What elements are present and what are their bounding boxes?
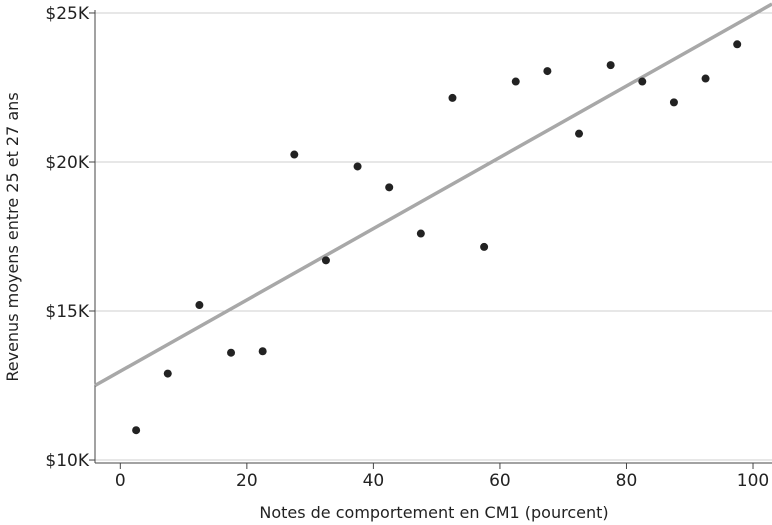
data-point bbox=[448, 94, 456, 102]
y-tick-label: $15K bbox=[45, 302, 89, 322]
x-axis-title: Notes de comportement en CM1 (pourcent) bbox=[259, 503, 608, 522]
x-tick-label: 40 bbox=[363, 471, 385, 491]
x-tick-label: 20 bbox=[236, 471, 258, 491]
x-tick-label: 100 bbox=[737, 471, 769, 491]
data-point bbox=[290, 151, 298, 159]
data-point bbox=[132, 426, 140, 434]
x-tick-label: 80 bbox=[616, 471, 638, 491]
data-point bbox=[670, 98, 678, 106]
data-point bbox=[259, 347, 267, 355]
data-point bbox=[322, 256, 330, 264]
data-point bbox=[417, 230, 425, 238]
x-tick-label: 0 bbox=[115, 471, 126, 491]
y-tick-label: $10K bbox=[45, 451, 89, 471]
x-axis-ticks: 0 20 40 60 80 100 bbox=[115, 463, 769, 491]
data-points bbox=[132, 40, 741, 434]
data-point bbox=[354, 162, 362, 170]
data-point bbox=[480, 243, 488, 251]
data-point bbox=[607, 61, 615, 69]
y-tick-label: $25K bbox=[45, 4, 89, 24]
y-axis-title: Revenus moyens entre 25 et 27 ans bbox=[3, 92, 22, 381]
data-point bbox=[702, 75, 710, 83]
data-point bbox=[385, 183, 393, 191]
data-point bbox=[638, 78, 646, 86]
fit-line bbox=[95, 4, 772, 385]
data-point bbox=[733, 40, 741, 48]
gridlines bbox=[95, 13, 772, 460]
y-tick-label: $20K bbox=[45, 153, 89, 173]
data-point bbox=[164, 370, 172, 378]
y-axis-ticks: $10K $15K $20K $25K bbox=[45, 4, 95, 471]
data-point bbox=[227, 349, 235, 357]
x-tick-label: 60 bbox=[489, 471, 511, 491]
data-point bbox=[195, 301, 203, 309]
data-point bbox=[512, 78, 520, 86]
fit-line-group bbox=[95, 4, 772, 385]
data-point bbox=[543, 67, 551, 75]
axes bbox=[95, 10, 772, 463]
data-point bbox=[575, 130, 583, 138]
